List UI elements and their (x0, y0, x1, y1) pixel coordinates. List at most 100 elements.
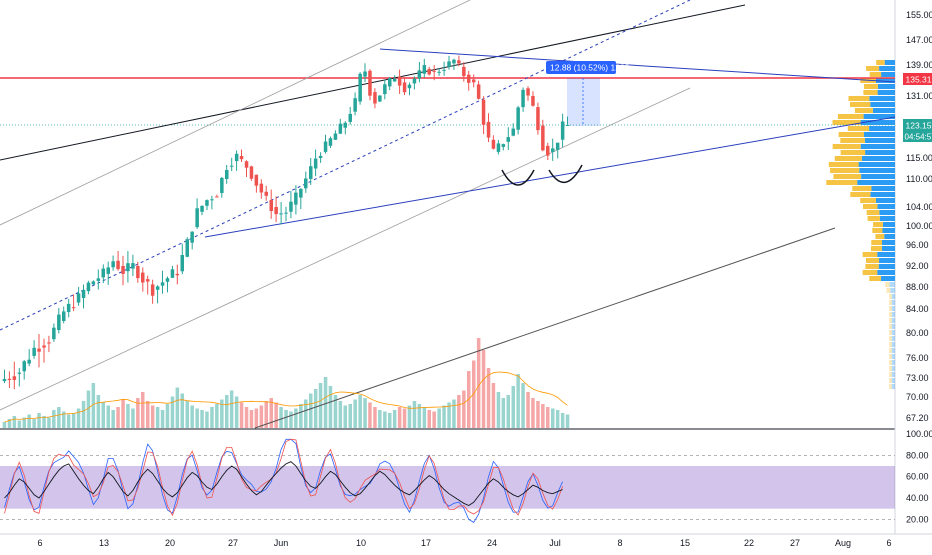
price-tick-label: 88.00 (906, 282, 929, 292)
profile-bar (886, 288, 890, 293)
profile-bar (870, 192, 895, 197)
candle-body (195, 208, 199, 227)
price-tick-label: 96.00 (906, 240, 929, 250)
profile-bar (889, 348, 892, 353)
price-tick-label: 67.20 (906, 413, 929, 423)
volume-bar (186, 401, 190, 428)
date-tick-label: 27 (790, 538, 800, 548)
candle-body (279, 213, 283, 214)
volume-bar (423, 407, 427, 428)
candle-body (432, 71, 436, 72)
volume-bar (245, 407, 249, 428)
candle-body (309, 166, 313, 179)
profile-bar (848, 126, 869, 131)
candle-body (521, 90, 525, 107)
candle-body (37, 349, 41, 352)
profile-bar (841, 150, 865, 155)
profile-bar (885, 60, 895, 65)
volume-bar (531, 398, 535, 428)
oscillator-tick-label: 80.00 (906, 450, 929, 460)
volume-bar (274, 403, 278, 429)
profile-bar (861, 174, 895, 179)
volume-bar (363, 398, 367, 428)
candle-body (344, 123, 348, 128)
profile-bar (878, 84, 895, 89)
profile-bar (889, 342, 892, 347)
date-tick-label: Aug (835, 538, 851, 548)
candle-body (146, 279, 150, 282)
candle-body (57, 315, 61, 330)
volume-bar (339, 401, 343, 428)
candle-body (200, 206, 204, 212)
date-tick-label: 20 (165, 538, 175, 548)
date-tick-label: 8 (617, 538, 622, 548)
candle-body (472, 80, 476, 83)
profile-bar (876, 198, 895, 203)
volume-bar (131, 409, 135, 429)
candle-body (72, 307, 76, 308)
volume-bar (492, 383, 496, 428)
candle-body (220, 178, 224, 193)
volume-bar (225, 395, 229, 428)
profile-bar (873, 108, 895, 113)
volume-bar (57, 407, 61, 428)
volume-bar (383, 412, 387, 429)
price-tick-label: 131.00 (906, 91, 932, 101)
price-tick-label: 76.00 (906, 353, 929, 363)
profile-bar (889, 372, 892, 377)
price-tick-label: 110.00 (906, 174, 932, 184)
candle-body (156, 286, 160, 289)
resistance-price-badge: 135.31 (903, 73, 932, 85)
profile-bar (863, 90, 877, 95)
candle-body (8, 379, 12, 380)
volume-bar (299, 404, 303, 428)
profile-bar (867, 210, 880, 215)
profile-bar (877, 252, 895, 257)
volume-bar (462, 391, 466, 429)
candle-body (87, 283, 91, 292)
candle-body (477, 84, 481, 98)
volume-bar (279, 407, 283, 428)
volume-bar (398, 407, 402, 428)
volume-bar (502, 398, 506, 428)
candle-body (18, 373, 22, 374)
candle-body (492, 140, 496, 149)
volume-bar (388, 413, 392, 428)
profile-bar (889, 336, 892, 341)
date-tick-label: 13 (99, 538, 109, 548)
candle-body (166, 278, 170, 282)
price-tick-label: 100.00 (906, 221, 932, 231)
candle-body (52, 328, 56, 340)
candle-body (121, 266, 125, 274)
candle-body (393, 79, 397, 82)
candle-body (107, 267, 111, 274)
volume-bar (304, 400, 308, 429)
profile-bar (884, 234, 895, 239)
price-tick-label: 84.00 (906, 304, 929, 314)
profile-bar (892, 348, 895, 353)
price-tick-label: 80.00 (906, 328, 929, 338)
candle-body (141, 273, 145, 283)
candle-body (23, 361, 27, 371)
date-tick-label: 15 (680, 538, 690, 548)
volume-bar (82, 401, 86, 428)
candle-body (181, 255, 185, 271)
profile-bar (889, 378, 892, 383)
profile-bar (859, 162, 895, 167)
volume-bar (240, 403, 244, 429)
profile-bar (892, 360, 895, 365)
volume-bar (289, 412, 293, 429)
profile-bar (855, 108, 873, 113)
profile-bar (882, 240, 895, 245)
profile-bar (889, 384, 892, 389)
volume-bar (260, 406, 264, 429)
profile-bar (889, 318, 892, 323)
profile-bar (829, 162, 859, 167)
candle-body (442, 70, 446, 71)
volume-bar (111, 410, 115, 428)
date-tick-label: Jul (549, 538, 561, 548)
candle-body (62, 311, 66, 321)
volume-bar (428, 410, 432, 428)
